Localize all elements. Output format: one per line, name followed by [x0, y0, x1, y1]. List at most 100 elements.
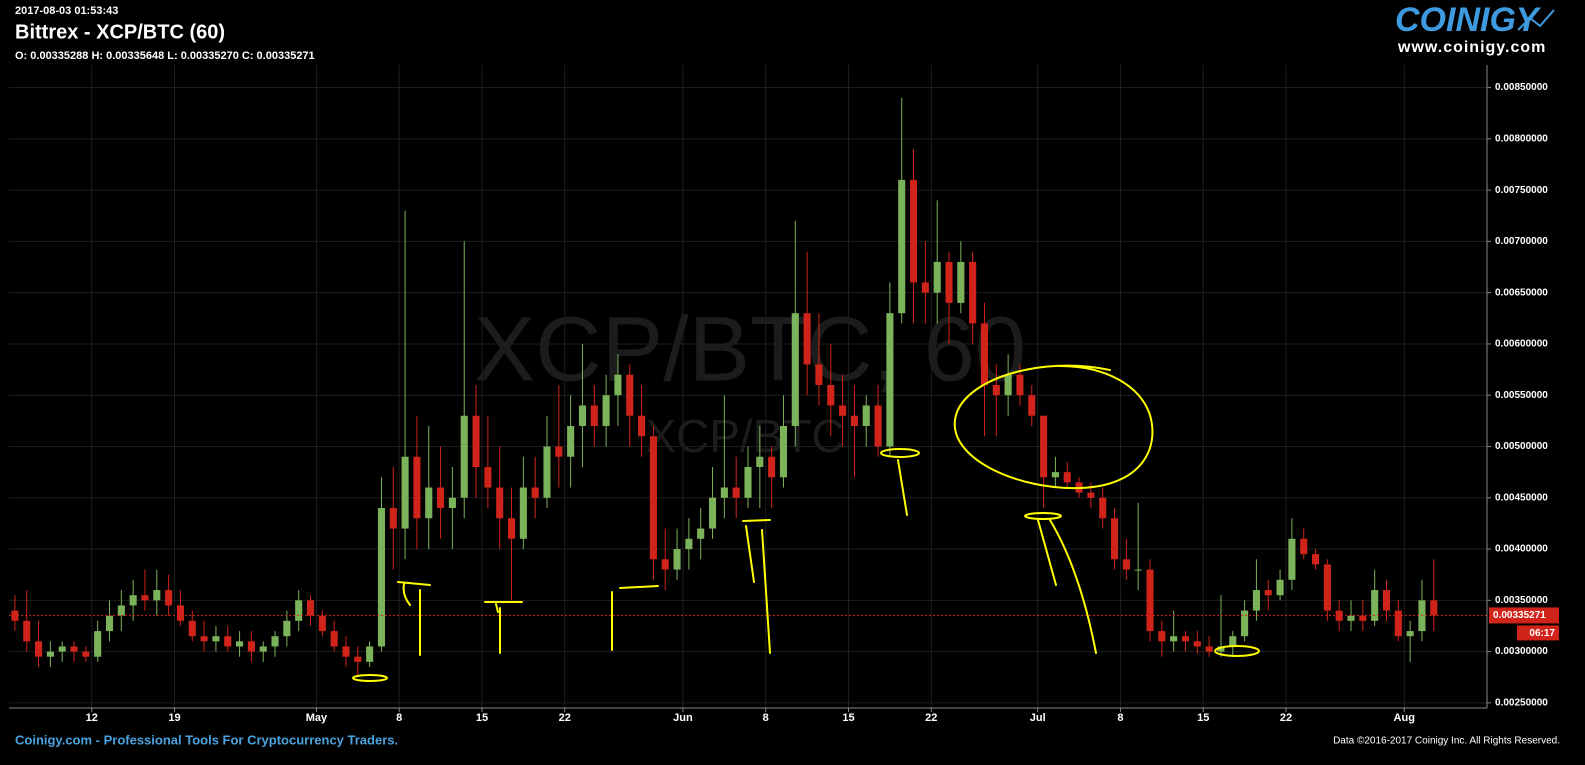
candle-body [1229, 636, 1237, 647]
axes: 0.00250000 0.00300000 0.00350000 0.00400000… [86, 82, 1559, 724]
annotation-mark [897, 459, 908, 516]
candle-body [720, 487, 728, 498]
title: Bittrex - XCP/BTC (60) [15, 21, 225, 43]
annotation-circle [953, 364, 1154, 490]
candle-body [1122, 559, 1130, 570]
candle-body [850, 415, 858, 426]
candle-body [413, 456, 421, 519]
candle-body [117, 605, 125, 616]
candle-body [945, 261, 953, 303]
candle-body [1252, 590, 1260, 611]
candle-body [921, 282, 929, 293]
annotation-mark [484, 601, 523, 654]
plot [9, 97, 1487, 678]
candle-body [957, 261, 965, 303]
logo-icon [1517, 9, 1555, 31]
candle-body [898, 179, 906, 314]
candle-body [425, 487, 433, 519]
x-tick-label: 8 [763, 712, 769, 724]
candle-body [401, 456, 409, 529]
candle-body [70, 646, 78, 652]
x-tick-label: Jul [1030, 712, 1046, 724]
candle-body [862, 405, 870, 426]
candle-body [176, 605, 184, 621]
x-tick-label: Aug [1394, 712, 1415, 724]
x-tick-label: 22 [1280, 712, 1292, 724]
candle-body [744, 467, 752, 498]
candle-body [306, 600, 315, 616]
candle-body [1347, 615, 1355, 621]
y-tick-label: 0.00650000 [1495, 287, 1548, 298]
last-time-box [1517, 625, 1559, 641]
watermark-sub: XCP/BTC [645, 410, 844, 462]
annotation-mark [1024, 512, 1062, 520]
candle-body [259, 646, 267, 652]
candle-body [697, 528, 705, 539]
candle-body [1217, 646, 1225, 652]
candle-body [791, 313, 799, 426]
candle-body [1264, 590, 1272, 596]
x-tick-label: 15 [476, 712, 488, 724]
x-tick-label: 8 [396, 712, 402, 724]
candle-body [460, 415, 468, 498]
candle-body [1406, 631, 1414, 637]
candle-body [638, 415, 646, 437]
candle-body [1394, 610, 1402, 637]
candle-body [1323, 564, 1331, 611]
candle-body [188, 620, 196, 637]
y-tick-label: 0.00250000 [1495, 698, 1548, 709]
candle-body [1028, 395, 1036, 416]
candle-body [1276, 579, 1284, 596]
candle-body [105, 615, 114, 632]
candle-body [969, 261, 977, 324]
candle-body [437, 487, 445, 509]
candle-body [1300, 538, 1308, 555]
candle-body [1110, 518, 1119, 560]
x-tick-label: 22 [925, 712, 937, 724]
logo-brand: COINIGY [1395, 1, 1542, 39]
candle-body [626, 374, 634, 416]
candle-body [1382, 590, 1391, 611]
candle-body [874, 405, 882, 447]
candle-body [1004, 374, 1012, 396]
annotation-mark [611, 585, 659, 651]
candle-body [768, 456, 776, 478]
candle-body [673, 549, 681, 570]
candle-body [1099, 497, 1107, 519]
ohlc: O: 0.00335288 H: 0.00335648 L: 0.0033527… [15, 50, 315, 62]
x-tick-label: 15 [1197, 712, 1209, 724]
x-tick-label: 12 [86, 712, 98, 724]
candle-body [35, 641, 43, 657]
candle-body [448, 497, 456, 509]
footer-copyright: Data ©2016-2017 Coinigy Inc. All Rights … [1333, 736, 1560, 747]
candle-body [1430, 600, 1438, 616]
candle-body [354, 656, 362, 662]
y-tick-label: 0.00400000 [1495, 544, 1548, 555]
candle-body [58, 646, 66, 652]
candle-body [1063, 472, 1071, 483]
candle-body [1134, 569, 1142, 571]
candle-body [224, 636, 232, 647]
candle-body [46, 651, 54, 657]
candle-body [543, 446, 551, 498]
candle-body [567, 425, 575, 457]
annotation-mark [1037, 519, 1097, 654]
candle-body [165, 590, 173, 606]
candle-body [1051, 472, 1059, 478]
x-tick-label: May [306, 712, 328, 724]
candle-body [141, 595, 149, 601]
candle-body [200, 636, 208, 642]
candle-body [685, 538, 693, 550]
candle-body [708, 497, 717, 529]
candle-body [1312, 554, 1320, 565]
candle-body [614, 374, 622, 396]
last-price-box [1489, 607, 1559, 624]
annotations [352, 364, 1260, 682]
candle-body [531, 487, 539, 498]
candle-body [1016, 374, 1024, 396]
candle-body [519, 487, 527, 539]
candle-body [1288, 538, 1296, 580]
y-tick-label: 0.00750000 [1495, 185, 1548, 196]
